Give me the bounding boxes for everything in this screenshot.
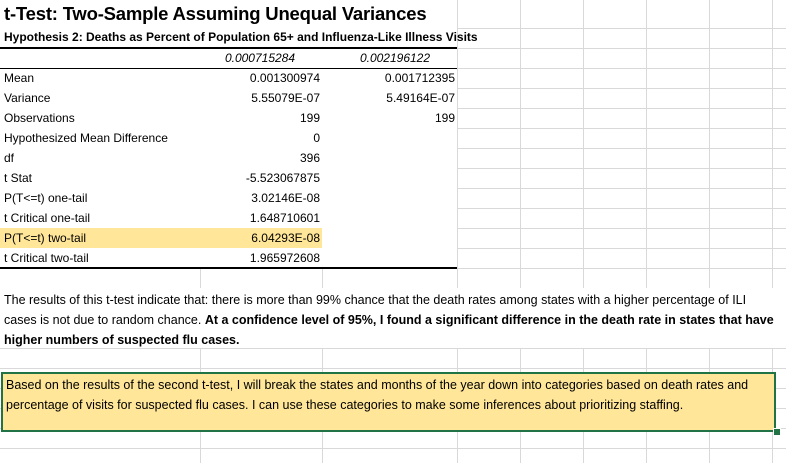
gridline: [0, 348, 786, 349]
table-row[interactable]: P(T<=t) one-tail 3.02146E-08: [0, 188, 457, 208]
row-value-1: 5.55079E-07: [251, 91, 320, 105]
row-value-1: 6.04293E-08: [251, 231, 320, 245]
results-text: The results of this t-test indicate that…: [4, 293, 747, 327]
column-header-2[interactable]: 0.002196122: [359, 51, 431, 65]
selected-note-cell[interactable]: Based on the results of the second t-tes…: [1, 372, 776, 432]
header-background: [0, 0, 457, 48]
gridline: [772, 0, 773, 463]
row-label: t Critical one-tail: [4, 211, 91, 225]
row-value-1: 396: [299, 151, 320, 165]
table-row[interactable]: Mean 0.001300974 0.001712395: [0, 68, 457, 88]
column-header-1[interactable]: 0.000715284: [224, 51, 296, 65]
row-label: P(T<=t) two-tail: [4, 231, 87, 245]
row-value-1: 1.965972608: [249, 251, 320, 265]
results-conclusion: At a confidence level of 95%, I found a …: [4, 313, 774, 347]
gridline: [0, 368, 786, 369]
row-label: Variance: [4, 91, 51, 105]
row-label: Mean: [4, 71, 35, 85]
highlighted-cell-fill: [0, 228, 322, 248]
hypothesis-subtitle[interactable]: Hypothesis 2: Deaths as Percent of Popul…: [4, 30, 478, 44]
table-row-highlighted[interactable]: P(T<=t) two-tail 6.04293E-08: [0, 228, 457, 248]
row-value-1: 1.648710601: [249, 211, 320, 225]
table-row[interactable]: Variance 5.55079E-07 5.49164E-07: [0, 88, 457, 108]
table-top-border: [0, 47, 457, 49]
row-value-2: 0.001712395: [384, 71, 455, 85]
row-label: df: [4, 151, 15, 165]
results-paragraph[interactable]: The results of this t-test indicate that…: [4, 290, 779, 350]
row-label: t Critical two-tail: [4, 251, 89, 265]
gridline: [0, 448, 786, 449]
fill-handle[interactable]: [773, 428, 781, 436]
row-value-1: 0.001300974: [249, 71, 320, 85]
header-bottom-border: [0, 68, 457, 69]
row-label: t Stat: [4, 171, 33, 185]
table-bottom-border: [0, 267, 457, 269]
row-label: Observations: [4, 111, 75, 125]
table-row[interactable]: t Critical two-tail 1.965972608: [0, 248, 457, 268]
gridline: [709, 0, 710, 463]
row-label: Hypothesized Mean Difference: [4, 131, 168, 145]
paragraph-background: [0, 288, 786, 348]
row-label: P(T<=t) one-tail: [4, 191, 88, 205]
row-value-1: 199: [299, 111, 320, 125]
table-row[interactable]: Observations 199 199: [0, 108, 457, 128]
test-title[interactable]: t-Test: Two-Sample Assuming Unequal Vari…: [4, 3, 427, 24]
row-value-2: 199: [434, 111, 455, 125]
table-row[interactable]: t Critical one-tail 1.648710601: [0, 208, 457, 228]
gridline: [457, 0, 458, 463]
row-value-2: 5.49164E-07: [386, 91, 455, 105]
table-row[interactable]: df 396: [0, 148, 457, 168]
gridline: [583, 0, 584, 463]
table-row[interactable]: t Stat -5.523067875: [0, 168, 457, 188]
row-value-1: -5.523067875: [245, 171, 320, 185]
row-value-1: 3.02146E-08: [251, 191, 320, 205]
row-value-1: 0: [313, 131, 320, 145]
note-text: Based on the results of the second t-tes…: [6, 378, 749, 412]
table-row[interactable]: Hypothesized Mean Difference 0: [0, 128, 457, 148]
gridline: [646, 0, 647, 463]
gridline: [520, 0, 521, 463]
